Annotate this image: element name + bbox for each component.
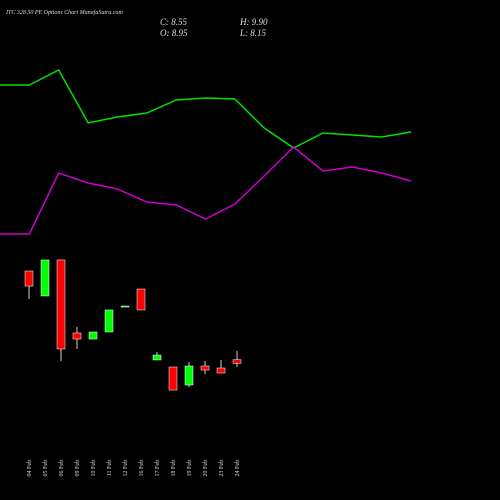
chart-title: ITC 328.50 PE Options Chart MunafaSutra.… — [5, 9, 124, 16]
candle-body — [168, 366, 178, 391]
x-tick-label: 06 Feb — [59, 460, 65, 477]
line-series — [0, 145, 412, 235]
x-tick-label: 23 Feb — [219, 460, 225, 477]
candle-body — [136, 288, 146, 311]
line-series — [0, 69, 412, 149]
candle-body — [200, 365, 210, 371]
candle-body — [184, 365, 194, 386]
ohlc-label: C: 8.55 — [160, 17, 188, 27]
ohlc-label: O: 8.95 — [160, 28, 188, 38]
candle-body — [152, 354, 162, 361]
candle-body — [88, 331, 98, 340]
candle-body — [120, 305, 130, 308]
candle-body — [56, 259, 66, 350]
x-tick-label: 12 Feb — [123, 460, 129, 477]
x-tick-label: 19 Feb — [187, 460, 193, 477]
x-tick-label: 04 Feb — [27, 460, 33, 477]
x-tick-label: 09 Feb — [75, 460, 81, 477]
x-tick-label: 18 Feb — [171, 460, 177, 477]
candle-body — [216, 367, 226, 374]
x-tick-label: 10 Feb — [91, 460, 97, 477]
x-tick-label: 20 Feb — [203, 460, 209, 477]
candle-body — [72, 332, 82, 340]
x-tick-label: 11 Feb — [107, 460, 113, 476]
candle-body — [40, 259, 50, 297]
x-tick-label: 24 Feb — [235, 460, 241, 477]
x-tick-label: 05 Feb — [43, 460, 49, 477]
candle-body — [104, 309, 114, 333]
candle-body — [232, 359, 242, 364]
ohlc-label: H: 9.90 — [239, 17, 268, 27]
ohlc-label: L: 8.15 — [239, 28, 267, 38]
candle-body — [24, 270, 34, 287]
x-tick-label: 17 Feb — [155, 460, 161, 477]
x-tick-label: 16 Feb — [139, 460, 145, 477]
